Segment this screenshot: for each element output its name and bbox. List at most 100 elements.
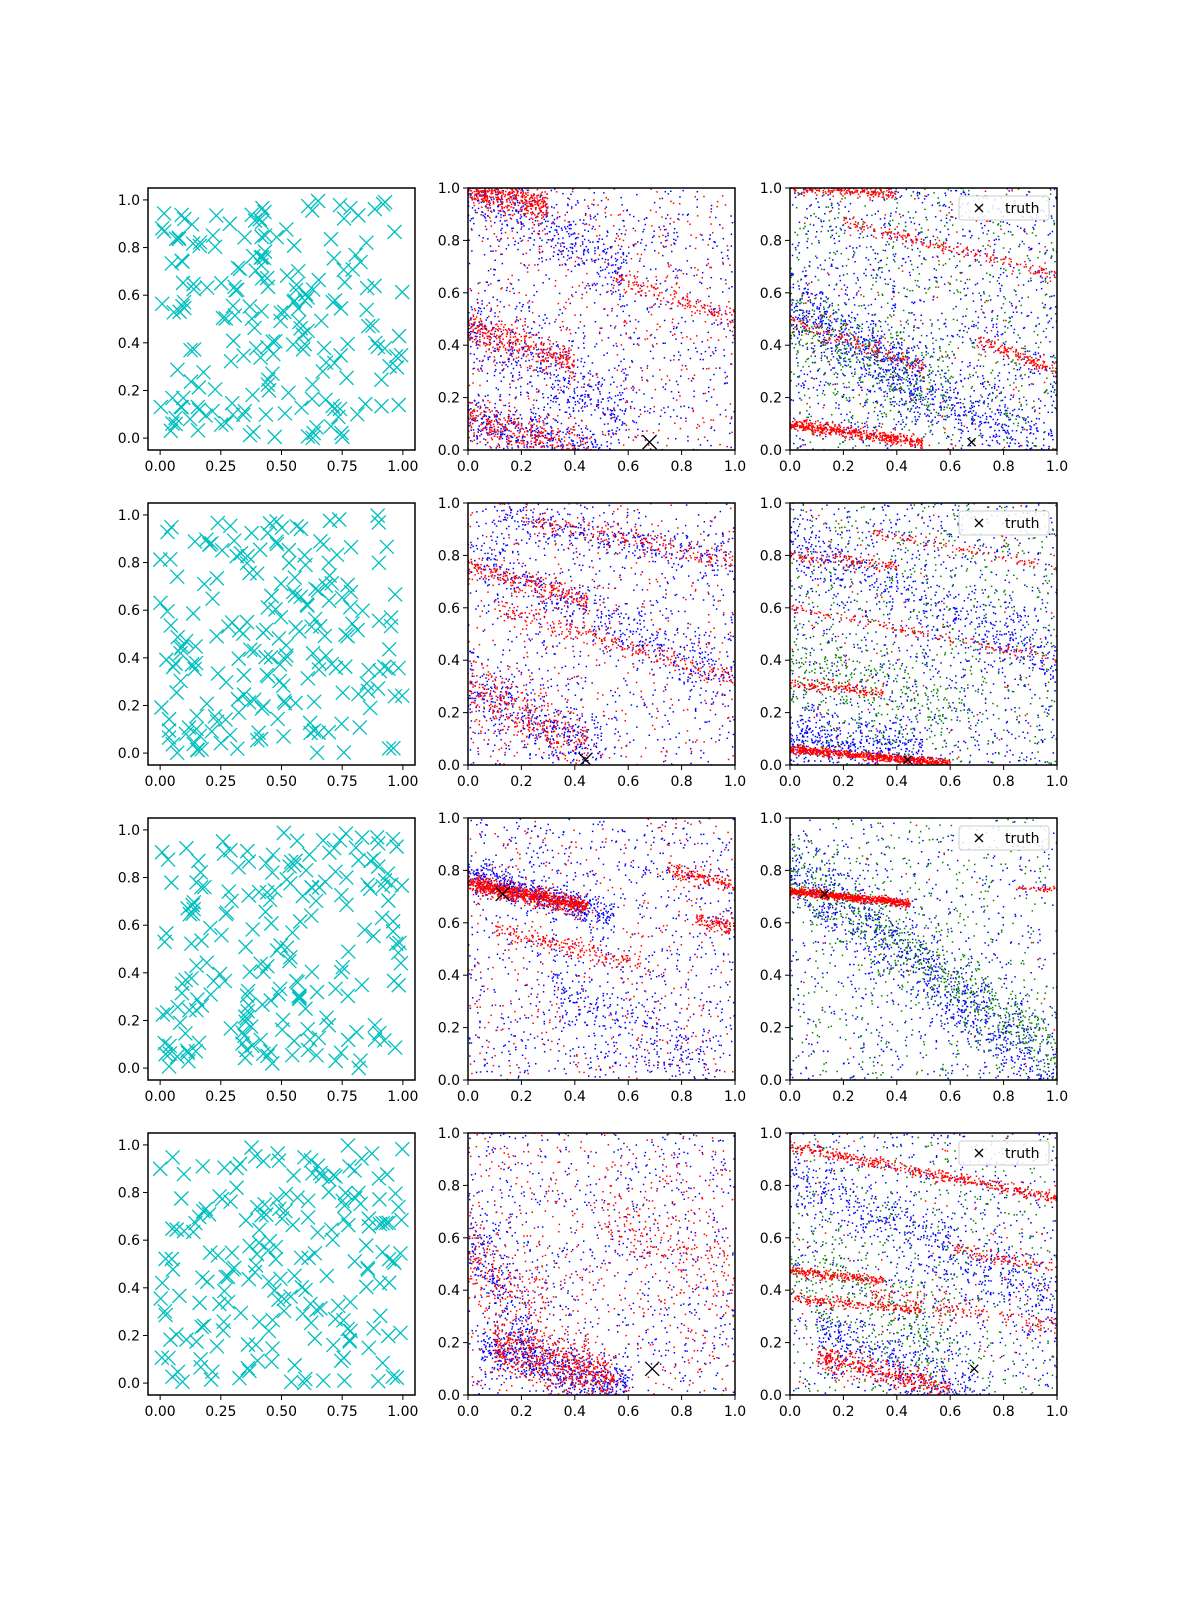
- posterior-sample-red: [505, 329, 507, 331]
- posterior-sample-red: [616, 273, 619, 275]
- posterior-sample-blue: [898, 404, 900, 407]
- posterior-sample-blue: [1040, 447, 1043, 450]
- posterior-sample-red: [722, 261, 724, 264]
- posterior-sample-red: [517, 421, 520, 423]
- posterior-sample-blue: [559, 430, 561, 432]
- posterior-sample-blue: [644, 248, 646, 251]
- posterior-sample-red: [492, 190, 494, 192]
- posterior-sample-blue: [555, 364, 557, 366]
- posterior-sample-blue: [529, 381, 531, 384]
- posterior-sample-blue: [836, 250, 838, 253]
- posterior-sample-blue: [504, 404, 507, 407]
- posterior-sample-red: [541, 200, 543, 203]
- posterior-sample-blue: [619, 283, 622, 285]
- posterior-sample-blue: [565, 411, 568, 413]
- posterior-sample-red: [469, 189, 471, 192]
- posterior-sample-red: [626, 399, 628, 402]
- posterior-sample-blue: [564, 226, 566, 228]
- posterior-sample-red: [535, 333, 538, 335]
- posterior-sample-blue: [494, 407, 496, 409]
- posterior-sample-red: [572, 375, 575, 378]
- posterior-sample-blue: [840, 413, 842, 415]
- posterior-sample-blue: [893, 280, 895, 283]
- posterior-sample-red: [469, 288, 471, 290]
- posterior-sample-red: [525, 252, 528, 255]
- posterior-sample-blue: [832, 367, 834, 369]
- posterior-sample-blue: [1037, 352, 1040, 354]
- posterior-sample-red: [489, 423, 491, 425]
- posterior-sample-blue: [567, 254, 569, 257]
- posterior-sample-blue: [497, 205, 499, 208]
- posterior-sample-blue: [996, 257, 998, 259]
- posterior-sample-blue: [594, 247, 596, 249]
- posterior-sample-blue: [558, 225, 560, 228]
- posterior-sample-red: [678, 218, 680, 221]
- posterior-sample-blue: [554, 188, 556, 190]
- posterior-sample-red: [497, 196, 499, 198]
- posterior-sample-blue: [874, 257, 877, 260]
- posterior-sample-blue: [901, 348, 903, 350]
- posterior-sample-blue: [543, 409, 545, 411]
- posterior-sample-blue: [619, 391, 621, 394]
- posterior-sample-blue: [860, 386, 862, 389]
- posterior-sample-blue: [558, 403, 560, 406]
- sample-point: [387, 224, 403, 240]
- posterior-sample-red: [500, 424, 503, 426]
- posterior-sample-blue: [805, 317, 807, 320]
- posterior-sample-blue: [496, 416, 498, 418]
- posterior-sample-red: [525, 193, 527, 196]
- posterior-sample-blue: [652, 357, 654, 360]
- posterior-sample-blue: [889, 215, 892, 217]
- posterior-sample-blue: [610, 442, 612, 445]
- posterior-sample-blue: [547, 338, 549, 341]
- posterior-sample-blue: [890, 326, 893, 329]
- posterior-sample-red: [523, 195, 525, 197]
- posterior-sample-red: [544, 430, 546, 432]
- posterior-sample-blue: [680, 375, 682, 377]
- posterior-sample-blue: [549, 347, 551, 349]
- posterior-sample-red: [518, 432, 520, 434]
- posterior-sample-blue: [479, 313, 482, 316]
- posterior-sample-red: [523, 444, 525, 446]
- posterior-sample-blue: [539, 370, 541, 372]
- posterior-sample-red: [541, 197, 544, 200]
- posterior-sample-blue: [1014, 374, 1017, 377]
- posterior-sample-red: [535, 346, 537, 348]
- posterior-sample-red: [541, 359, 543, 362]
- posterior-sample-blue: [522, 223, 524, 225]
- sample-point: [286, 238, 302, 254]
- posterior-sample-red: [520, 335, 522, 338]
- posterior-sample-blue: [865, 356, 867, 358]
- posterior-sample-blue: [857, 382, 859, 384]
- posterior-sample-blue: [495, 410, 497, 412]
- posterior-sample-red: [568, 198, 571, 201]
- posterior-sample-red: [530, 345, 532, 347]
- posterior-sample-blue: [477, 310, 480, 312]
- posterior-sample-red: [625, 333, 627, 335]
- posterior-sample-red: [493, 420, 496, 422]
- posterior-sample-blue: [1026, 436, 1028, 439]
- posterior-sample-blue: [592, 375, 594, 377]
- posterior-sample-blue: [791, 304, 793, 306]
- posterior-sample-blue: [550, 245, 553, 248]
- posterior-sample-blue: [960, 193, 962, 195]
- posterior-sample-blue: [795, 325, 798, 327]
- posterior-sample-red: [646, 430, 648, 432]
- sample-point: [213, 275, 229, 291]
- posterior-sample-red: [535, 444, 537, 446]
- posterior-sample-blue: [578, 424, 580, 427]
- posterior-sample-blue: [1017, 414, 1019, 417]
- posterior-sample-red: [471, 337, 473, 340]
- sample-point: [176, 211, 192, 227]
- posterior-sample-red: [527, 189, 530, 192]
- posterior-sample-blue: [888, 222, 890, 225]
- posterior-sample-blue: [963, 288, 965, 290]
- y-tick-label: 0.2: [438, 391, 460, 407]
- posterior-sample-blue: [1051, 434, 1054, 437]
- posterior-sample-blue: [551, 222, 553, 225]
- posterior-sample-blue: [623, 388, 626, 390]
- posterior-sample-red: [674, 296, 676, 298]
- posterior-sample-red: [541, 432, 543, 435]
- posterior-sample-blue: [888, 270, 890, 272]
- posterior-sample-blue: [533, 294, 535, 297]
